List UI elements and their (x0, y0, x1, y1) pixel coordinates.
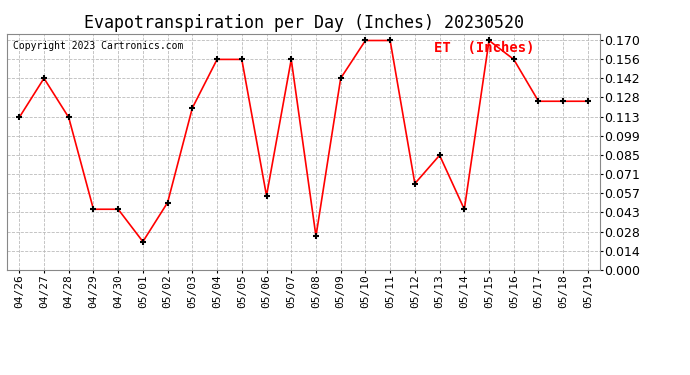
ET  (Inches) (312, 234, 320, 238)
ET  (Inches) (139, 239, 147, 244)
ET  (Inches) (485, 38, 493, 43)
ET  (Inches) (559, 99, 567, 104)
ET  (Inches) (15, 115, 23, 120)
Title: Evapotranspiration per Day (Inches) 20230520: Evapotranspiration per Day (Inches) 2023… (83, 14, 524, 32)
ET  (Inches) (435, 153, 444, 158)
Line: ET  (Inches): ET (Inches) (16, 37, 591, 245)
ET  (Inches) (164, 200, 172, 205)
ET  (Inches) (337, 76, 345, 81)
ET  (Inches) (188, 106, 197, 110)
ET  (Inches) (386, 38, 394, 43)
ET  (Inches) (40, 76, 48, 81)
Text: ET  (Inches): ET (Inches) (434, 41, 535, 55)
ET  (Inches) (213, 57, 221, 62)
ET  (Inches) (584, 99, 592, 104)
Text: Copyright 2023 Cartronics.com: Copyright 2023 Cartronics.com (13, 41, 184, 51)
ET  (Inches) (510, 57, 518, 62)
ET  (Inches) (362, 38, 370, 43)
ET  (Inches) (262, 194, 270, 198)
ET  (Inches) (89, 207, 97, 212)
ET  (Inches) (65, 115, 73, 120)
ET  (Inches) (287, 57, 295, 62)
ET  (Inches) (114, 207, 122, 212)
ET  (Inches) (237, 57, 246, 62)
ET  (Inches) (534, 99, 542, 104)
ET  (Inches) (411, 182, 419, 186)
ET  (Inches) (460, 207, 469, 212)
